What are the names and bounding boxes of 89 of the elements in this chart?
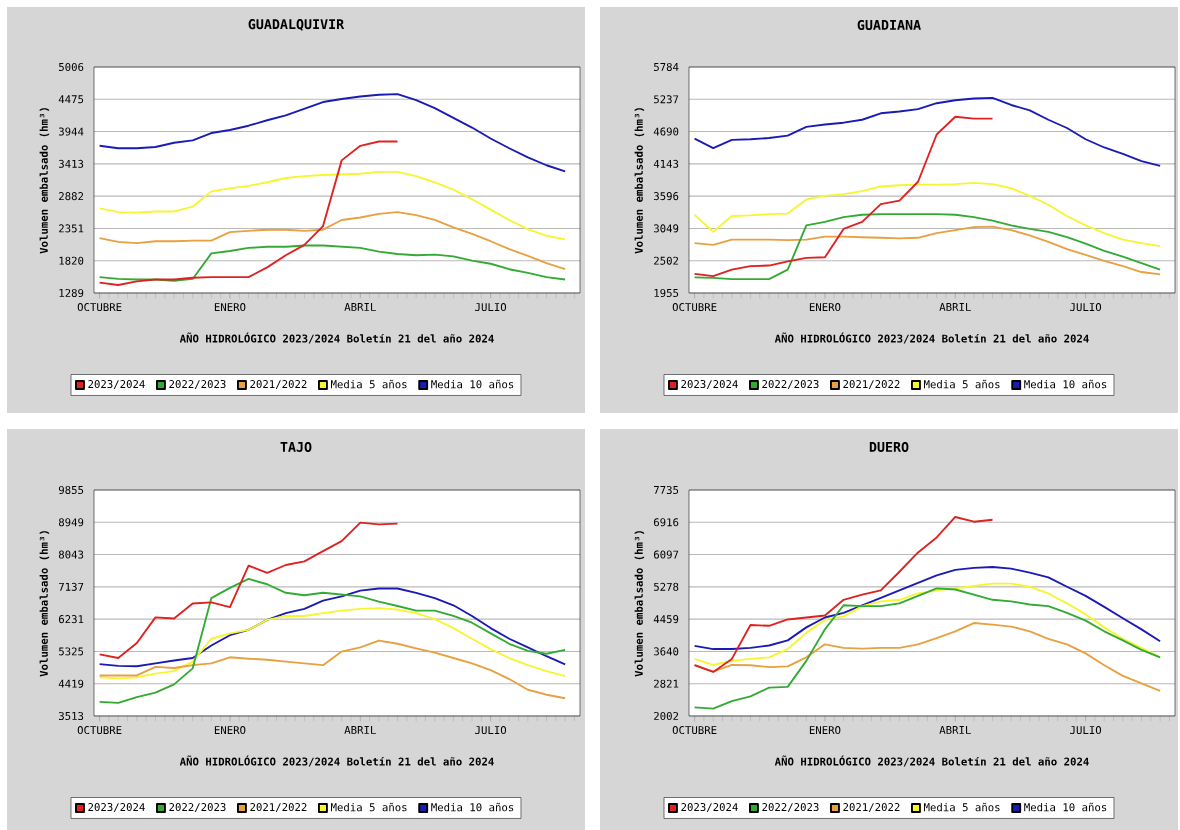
line-series	[98, 521, 399, 659]
x-tick-label: JULIO	[475, 726, 507, 735]
y-tick-label: 2821	[654, 679, 679, 688]
y-tick-label: 7735	[654, 485, 679, 495]
y-tick-label: 4419	[58, 679, 84, 688]
y-tick-label: 1289	[59, 288, 84, 298]
x-axis-title: AÑO HIDROLÓGICO 2023/2024 Boletín 21 del año 2024	[179, 755, 494, 767]
legend-label: Media 5 años	[330, 802, 407, 812]
line-series	[693, 96, 1162, 167]
y-tick-label: 9855	[58, 485, 84, 495]
chart-title: TAJO	[280, 441, 312, 453]
legend-label: 2021/2022	[843, 803, 900, 812]
legend-label: Media 10 años	[1024, 802, 1107, 812]
y-tick-label: 2882	[59, 192, 84, 201]
y-tick-label: 3640	[653, 647, 679, 656]
y-tick-label: 7137	[59, 582, 84, 591]
x-tick-label: ABRIL	[344, 303, 376, 311]
y-tick-label: 2002	[654, 711, 679, 721]
y-tick-label: 4143	[653, 159, 679, 168]
line-series	[98, 607, 567, 680]
legend-label: 2021/2022	[250, 803, 307, 812]
y-tick-label: 8043	[58, 550, 84, 559]
chart-title: DUERO	[869, 441, 909, 453]
legend-label: 2022/2023	[169, 380, 226, 389]
legend-label: 2023/2024	[681, 380, 738, 389]
legend-label: 2021/2022	[843, 380, 900, 389]
y-tick-label: 4690	[653, 127, 679, 136]
legend-label: 2021/2022	[250, 380, 307, 389]
x-tick-label: ABRIL	[939, 303, 971, 311]
y-tick-label: 6916	[653, 518, 679, 527]
legend-label: Media 5 años	[330, 379, 407, 389]
y-axis-title: Volumen embalsado (hm³)	[39, 531, 50, 677]
y-tick-label: 4459	[653, 615, 679, 624]
y-tick-label: 1820	[59, 256, 84, 265]
y-tick-label: 4475	[58, 95, 84, 104]
x-tick-label: JULIO	[1070, 726, 1102, 735]
line-series	[98, 587, 567, 668]
chart-title: GUADIANA	[857, 19, 921, 31]
y-tick-label: 3049	[653, 224, 679, 233]
x-axis-title: AÑO HIDROLÓGICO 2023/2024 Boletín 21 del año 2024	[774, 755, 1089, 767]
x-tick-label: JULIO	[475, 303, 507, 312]
line-series	[693, 582, 1162, 666]
legend-label: 2022/2023	[169, 803, 226, 812]
y-axis-title: Volumen embalsado (hm³)	[634, 108, 645, 254]
y-tick-label: 5784	[654, 62, 679, 72]
x-tick-label: ENERO	[214, 303, 246, 312]
x-axis-title: AÑO HIDROLÓGICO 2023/2024 Boletín 21 del año 2024	[179, 332, 494, 344]
legend-label: 2022/2023	[762, 803, 819, 812]
legend-label: 2023/2024	[88, 803, 145, 812]
line-series	[693, 115, 994, 278]
y-tick-label: 5006	[59, 62, 84, 72]
y-tick-label: 5278	[654, 582, 679, 591]
y-tick-label: 2351	[59, 224, 84, 233]
y-tick-label: 3596	[653, 192, 679, 201]
line-series	[693, 181, 1162, 247]
legend-label: Media 10 años	[431, 379, 514, 389]
y-tick-label: 5237	[654, 95, 679, 104]
legend-label: 2023/2024	[681, 803, 738, 812]
y-tick-label: 6231	[58, 615, 84, 624]
x-tick-label: OCTUBRE	[672, 726, 717, 735]
y-tick-label: 1955	[654, 288, 679, 298]
y-axis-title: Volumen embalsado (hm³)	[634, 531, 645, 677]
x-tick-label: ABRIL	[344, 726, 376, 734]
y-tick-label: 8949	[58, 518, 84, 527]
y-tick-label: 6097	[653, 550, 679, 559]
y-axis-title: Volumen embalsado (hm³)	[39, 108, 50, 254]
y-tick-label: 3944	[58, 127, 84, 136]
x-tick-label: ENERO	[809, 726, 841, 735]
y-tick-label: 3413	[58, 159, 84, 168]
chart-title: GUADALQUIVIR	[248, 19, 345, 31]
y-tick-label: 3513	[58, 711, 84, 721]
x-tick-label: OCTUBRE	[77, 726, 122, 735]
x-tick-label: ABRIL	[939, 726, 971, 734]
x-tick-label: OCTUBRE	[77, 303, 122, 312]
line-series	[98, 211, 567, 271]
line-series	[693, 587, 1162, 710]
x-tick-label: OCTUBRE	[672, 303, 717, 312]
legend-label: Media 5 años	[923, 802, 1000, 812]
y-tick-label: 2502	[654, 256, 679, 265]
legend-label: 2023/2024	[88, 380, 145, 389]
legend-label: Media 10 años	[1024, 379, 1107, 389]
y-tick-label: 5325	[59, 647, 84, 656]
legend-label: Media 10 años	[431, 802, 514, 812]
x-axis-title: AÑO HIDROLÓGICO 2023/2024 Boletín 21 del año 2024	[774, 332, 1089, 344]
legend-label: Media 5 años	[923, 379, 1000, 389]
x-tick-label: JULIO	[1070, 303, 1102, 312]
legend-label: 2022/2023	[762, 380, 819, 389]
x-tick-label: ENERO	[809, 303, 841, 312]
x-tick-label: ENERO	[214, 726, 246, 735]
